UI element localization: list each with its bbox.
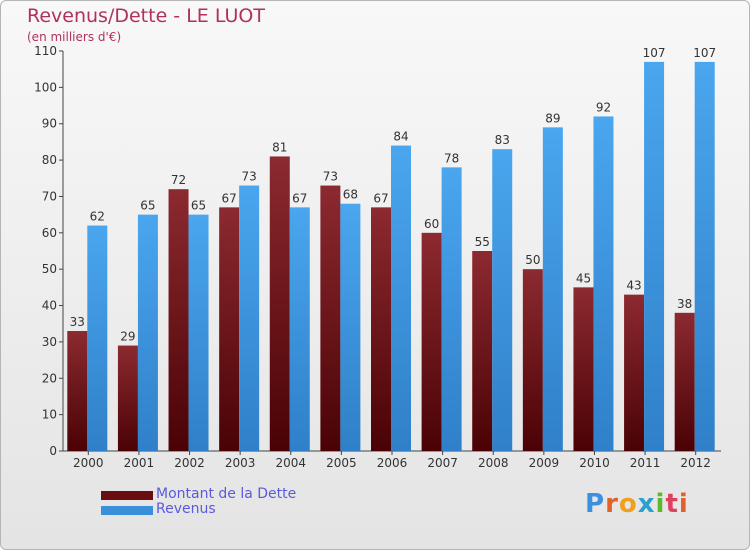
x-tick-label: 2010: [579, 456, 610, 470]
x-tick-label: 2001: [124, 456, 155, 470]
bar-revenue: [492, 149, 513, 451]
y-tick-label: 60: [42, 226, 57, 240]
bar-debt: [573, 287, 594, 451]
bars: [67, 61, 715, 452]
bar-debt: [320, 185, 341, 451]
y-tick-label: 80: [42, 153, 57, 167]
y-tick-label: 10: [42, 408, 57, 422]
bar-revenue: [289, 207, 310, 451]
x-tick-label: 2004: [275, 456, 306, 470]
bar-debt: [421, 232, 442, 451]
bar-debt: [269, 156, 290, 452]
x-tick-label: 2003: [225, 456, 256, 470]
data-label-revenue: 73: [242, 170, 257, 184]
y-tick-label: 100: [34, 80, 57, 94]
data-label-revenue: 107: [643, 46, 666, 60]
bar-revenue: [340, 203, 361, 451]
data-label-revenue: 83: [495, 133, 510, 147]
data-label-debt: 43: [626, 279, 641, 293]
data-label-debt: 73: [323, 170, 338, 184]
bar-debt: [472, 251, 493, 451]
legend-label-revenue: Revenus: [156, 501, 216, 517]
y-tick-label: 90: [42, 117, 57, 131]
x-tick-label: 2011: [630, 456, 661, 470]
chart-title: Revenus/Dette - LE LUOT: [27, 5, 265, 27]
data-label-revenue: 84: [393, 130, 408, 144]
x-tick-label: 2007: [427, 456, 458, 470]
data-label-revenue: 65: [191, 199, 206, 213]
legend-label-debt: Montant de la Dette: [156, 486, 297, 502]
data-label-revenue: 67: [292, 191, 307, 205]
bar-debt: [674, 312, 695, 451]
x-tick-label: 2009: [529, 456, 560, 470]
legend-swatch-revenue: [101, 506, 153, 515]
bar-revenue: [188, 214, 209, 451]
data-label-revenue: 62: [90, 210, 105, 224]
legend-swatch-debt: [101, 491, 153, 500]
logo-letter: i: [655, 489, 666, 519]
y-tick-label: 110: [34, 44, 57, 58]
x-tick-label: 2012: [680, 456, 711, 470]
bar-revenue: [694, 61, 715, 452]
bar-revenue: [87, 225, 108, 451]
bar-debt: [371, 207, 391, 451]
y-tick-label: 30: [42, 335, 57, 349]
bar-debt: [117, 345, 138, 451]
data-label-revenue: 92: [596, 100, 611, 114]
data-label-revenue: 107: [693, 46, 716, 60]
data-label-debt: 67: [222, 191, 237, 205]
data-label-revenue: 68: [343, 188, 358, 202]
data-label-debt: 45: [576, 271, 591, 285]
bar-revenue: [391, 145, 411, 451]
bar-debt: [522, 269, 543, 451]
bar-debt: [624, 294, 645, 451]
bar-revenue: [593, 116, 614, 452]
bar-revenue: [542, 127, 563, 451]
data-label-debt: 50: [525, 253, 540, 267]
y-tick-label: 50: [42, 262, 57, 276]
bar-debt: [219, 207, 240, 451]
bar-debt: [67, 331, 88, 451]
data-label-revenue: 78: [444, 151, 459, 165]
data-label-revenue: 65: [140, 199, 155, 213]
data-label-debt: 55: [475, 235, 490, 249]
bar-revenue: [441, 167, 462, 451]
x-tick-label: 2002: [174, 456, 205, 470]
data-label-debt: 33: [70, 315, 85, 329]
x-tick-label: 2005: [326, 456, 357, 470]
logo-letter: t: [665, 489, 679, 519]
data-label-debt: 38: [677, 297, 692, 311]
data-label-debt: 72: [171, 173, 186, 187]
proxiti-logo: Proxiti: [585, 489, 689, 519]
y-tick-label: 70: [42, 189, 57, 203]
data-label-debt: 81: [272, 140, 287, 154]
logo-letter: r: [605, 489, 619, 519]
data-labels: 33 29 72 67 81 73 67 60 55 50 45 43 38 62 65 65 73 67 68 84…: [70, 46, 716, 344]
x-tick-label: 2008: [478, 456, 509, 470]
logo-letter: P: [585, 489, 606, 519]
logo-letter: i: [678, 489, 689, 519]
logo-letter: x: [637, 489, 656, 519]
x-tick-label: 2006: [377, 456, 408, 470]
bar-debt: [168, 189, 189, 451]
data-label-debt: 29: [120, 330, 135, 344]
y-tick-label: 20: [42, 371, 57, 385]
y-tick-label: 0: [49, 444, 57, 458]
data-label-debt: 60: [424, 217, 439, 231]
logo-letter: o: [618, 489, 638, 519]
y-tick-label: 40: [42, 299, 57, 313]
data-label-debt: 67: [373, 191, 388, 205]
x-tick-label: 2000: [73, 456, 104, 470]
data-label-revenue: 89: [545, 111, 560, 125]
chart-subtitle: (en milliers d'€): [27, 30, 122, 44]
bar-revenue: [137, 214, 158, 451]
bar-revenue: [644, 61, 665, 452]
bar-revenue: [239, 185, 260, 451]
